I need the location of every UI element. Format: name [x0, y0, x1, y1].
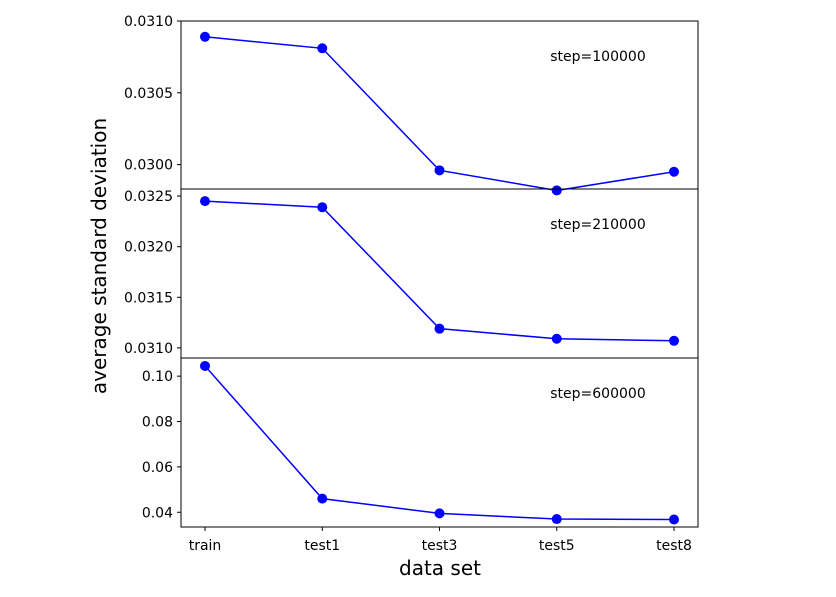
y-tick-label: 0.08 [142, 415, 173, 431]
panel-annotation: step=210000 [550, 217, 645, 233]
chart-panels: 0.03000.03050.0310step=1000000.03100.031… [124, 14, 699, 528]
data-point [434, 165, 445, 176]
panel-frame [180, 357, 699, 528]
data-point [551, 514, 562, 525]
data-point [669, 335, 679, 346]
x-axis-label: data set [399, 556, 481, 580]
data-point [200, 360, 210, 371]
y-tick-label: 0.04 [142, 505, 173, 521]
data-point [551, 333, 562, 344]
y-tick-label: 0.0315 [124, 290, 173, 306]
panel-2: 0.0310 0.0315 0.0320 0.0325 step=210000 [124, 188, 699, 359]
y-tick-label: 0.0310 [124, 14, 173, 30]
data-point [551, 185, 562, 196]
x-tick-label: train [189, 538, 222, 554]
y-tick-label: 0.0310 [124, 341, 173, 357]
panel-3: 0.04 0.06 0.08 0.10 step=600000 [142, 357, 699, 528]
data-point [317, 202, 328, 213]
x-tick-label: test1 [304, 538, 340, 554]
data-point [669, 514, 679, 525]
x-tick-label: test5 [539, 538, 575, 554]
data-point [317, 43, 328, 54]
y-tick-label: 0.06 [142, 460, 173, 476]
data-point [200, 196, 210, 207]
y-tick-label: 0.0325 [124, 189, 173, 205]
x-tick-label: test8 [656, 538, 692, 554]
panel-annotation: step=600000 [550, 386, 645, 402]
data-point [434, 508, 445, 519]
data-point [434, 323, 445, 334]
y-tick-label: 0.0300 [124, 158, 173, 174]
data-point [669, 166, 679, 177]
panel-1: 0.0300 0.0305 0.0310 step=100000 [124, 14, 699, 196]
y-tick-label: 0.0305 [124, 86, 173, 102]
panel-frame [180, 20, 699, 190]
panel-annotation: step=100000 [550, 49, 645, 65]
y-tick-label: 0.10 [142, 369, 173, 385]
y-tick-label: 0.0320 [124, 240, 173, 256]
x-tick-label: test3 [422, 538, 458, 554]
data-point [200, 31, 210, 42]
x-axis: train test1 test3 test5 test8 [189, 527, 692, 554]
data-point [317, 493, 328, 504]
y-axis-label: average standard deviation [87, 118, 111, 394]
